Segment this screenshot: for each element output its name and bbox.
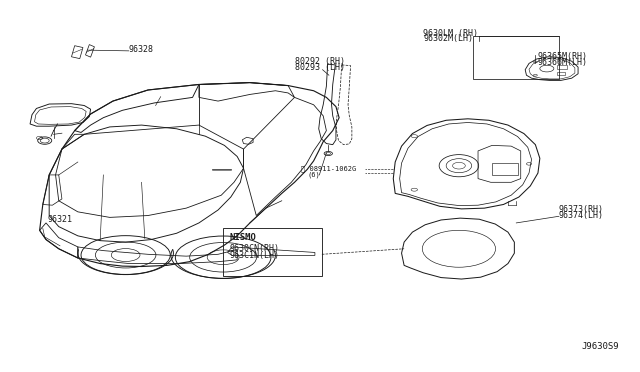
Bar — [473, 36, 559, 79]
Text: J9630S9: J9630S9 — [581, 342, 619, 352]
Bar — [557, 64, 567, 69]
Text: 96374(LH): 96374(LH) — [559, 211, 604, 220]
Bar — [557, 71, 564, 75]
Bar — [223, 228, 322, 276]
Text: 96302M(LH): 96302M(LH) — [423, 34, 473, 43]
Text: 96373(RH): 96373(RH) — [559, 205, 604, 214]
Text: Ⓝ 08911-1062G: Ⓝ 08911-1062G — [301, 166, 356, 172]
Text: 80292 (RH): 80292 (RH) — [294, 57, 344, 66]
Bar — [492, 163, 518, 175]
Text: 96328: 96328 — [129, 45, 154, 54]
Text: 9630LM (RH): 9630LM (RH) — [423, 29, 478, 38]
Text: NISMO: NISMO — [230, 233, 257, 242]
Text: (6): (6) — [307, 171, 320, 178]
Text: 96365M(RH): 96365M(RH) — [538, 52, 588, 61]
Text: 96321: 96321 — [47, 215, 72, 224]
Text: 963C1N(LH): 963C1N(LH) — [230, 251, 280, 260]
Text: 80293 (LH): 80293 (LH) — [294, 63, 344, 72]
Text: 9630CN(RH): 9630CN(RH) — [230, 244, 280, 253]
Text: 96366M(LH): 96366M(LH) — [538, 58, 588, 67]
